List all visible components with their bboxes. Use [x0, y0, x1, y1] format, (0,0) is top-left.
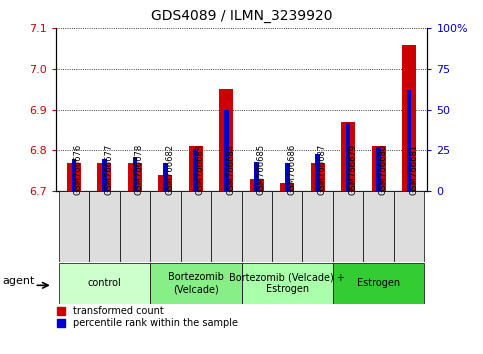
Bar: [255, 162, 259, 191]
Text: GSM766685: GSM766685: [257, 144, 266, 195]
Bar: [132, 157, 137, 191]
Bar: [71, 159, 76, 191]
Bar: [163, 164, 168, 191]
FancyBboxPatch shape: [89, 191, 120, 262]
Bar: [128, 163, 142, 191]
FancyBboxPatch shape: [181, 191, 211, 262]
Bar: [315, 154, 320, 191]
Text: control: control: [87, 278, 121, 288]
FancyBboxPatch shape: [363, 191, 394, 262]
Text: GSM766687: GSM766687: [318, 143, 327, 195]
Bar: [402, 45, 416, 191]
Text: GSM766681: GSM766681: [409, 144, 418, 195]
Legend: transformed count, percentile rank within the sample: transformed count, percentile rank withi…: [57, 306, 239, 329]
Bar: [189, 147, 203, 191]
FancyBboxPatch shape: [150, 263, 242, 304]
FancyBboxPatch shape: [394, 191, 425, 262]
Text: Bortezomib
(Velcade): Bortezomib (Velcade): [168, 272, 224, 294]
Bar: [285, 164, 289, 191]
Bar: [158, 175, 172, 191]
Text: GSM766683: GSM766683: [196, 143, 205, 195]
FancyBboxPatch shape: [242, 263, 333, 304]
Text: GDS4089 / ILMN_3239920: GDS4089 / ILMN_3239920: [151, 9, 332, 23]
Text: GSM766676: GSM766676: [74, 143, 83, 195]
Bar: [67, 163, 81, 191]
Bar: [98, 163, 111, 191]
Text: GSM766677: GSM766677: [104, 143, 114, 195]
FancyBboxPatch shape: [242, 191, 272, 262]
Bar: [376, 147, 381, 191]
FancyBboxPatch shape: [302, 191, 333, 262]
Bar: [372, 147, 385, 191]
FancyBboxPatch shape: [333, 263, 425, 304]
FancyBboxPatch shape: [120, 191, 150, 262]
FancyBboxPatch shape: [211, 191, 242, 262]
Bar: [311, 163, 325, 191]
Text: GSM766684: GSM766684: [226, 144, 235, 195]
Bar: [346, 123, 351, 191]
Bar: [224, 110, 228, 191]
FancyBboxPatch shape: [333, 191, 363, 262]
Bar: [280, 183, 294, 191]
Text: GSM766686: GSM766686: [287, 143, 296, 195]
FancyBboxPatch shape: [272, 191, 302, 262]
Bar: [194, 149, 198, 191]
Bar: [102, 159, 107, 191]
Bar: [407, 90, 412, 191]
Bar: [341, 122, 355, 191]
Text: GSM766679: GSM766679: [348, 144, 357, 195]
Text: GSM766682: GSM766682: [165, 144, 174, 195]
FancyBboxPatch shape: [58, 191, 89, 262]
Bar: [250, 179, 264, 191]
FancyBboxPatch shape: [58, 263, 150, 304]
Text: Bortezomib (Velcade) +
Estrogen: Bortezomib (Velcade) + Estrogen: [229, 272, 345, 294]
FancyBboxPatch shape: [150, 191, 181, 262]
Text: GSM766680: GSM766680: [379, 144, 388, 195]
Text: agent: agent: [3, 276, 35, 286]
Text: Estrogen: Estrogen: [357, 278, 400, 288]
Bar: [219, 89, 233, 191]
Text: GSM766678: GSM766678: [135, 143, 144, 195]
